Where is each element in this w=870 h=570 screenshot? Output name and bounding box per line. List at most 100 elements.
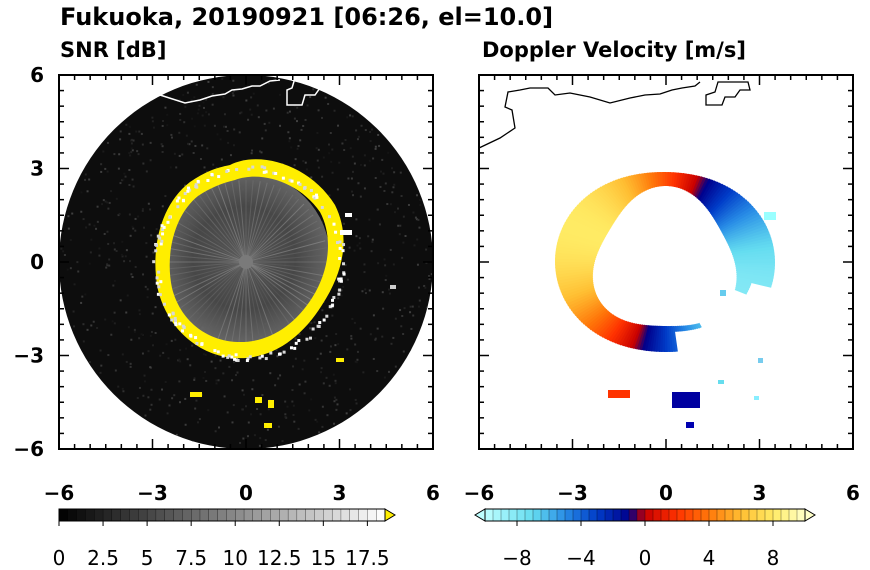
snr-speckle-dot: [63, 253, 66, 256]
doppler-ring-cell: [605, 182, 626, 209]
snr-speckle-dot: [81, 295, 84, 298]
doppler-ring-cell: [568, 292, 597, 309]
snr-ray: [182, 261, 247, 316]
snr-speckle-dot: [113, 279, 116, 282]
snr-speckle-dot: [399, 309, 402, 312]
snr-speckle-dot: [325, 376, 328, 379]
doppler-colorbar-bin: [548, 508, 558, 522]
snr-colorbar-bin: [94, 508, 104, 522]
snr-fringe-dot: [194, 336, 198, 340]
snr-fringe-dot: [225, 169, 229, 173]
snr-speckle-dot: [161, 205, 164, 208]
snr-speckle-dot: [261, 394, 264, 397]
snr-speckle-dot: [247, 118, 250, 121]
snr-speckle-dot: [90, 324, 93, 327]
snr-speckle-dot: [363, 164, 366, 167]
snr-speckle-dot: [232, 404, 235, 407]
snr-speckle-dot: [391, 191, 394, 194]
snr-fringe-dot: [157, 285, 161, 289]
doppler-colorbar-bin: [564, 508, 574, 522]
snr-fringe-dot: [233, 357, 237, 361]
snr-speckle-dot: [292, 404, 295, 407]
snr-fringe-dot: [167, 313, 171, 317]
snr-speckle-dot: [374, 145, 377, 148]
snr-ray: [174, 261, 247, 304]
doppler-colorbar-bin: [796, 508, 806, 522]
snr-speckle-dot: [372, 157, 375, 160]
snr-fringe-dot: [332, 296, 336, 300]
snr-colorbar-bin: [340, 508, 351, 522]
snr-fringe-dot: [318, 321, 322, 325]
doppler-ring-cell: [717, 201, 751, 227]
doppler-colorbar-extend-max: [804, 508, 816, 522]
snr-speckle-dot: [363, 187, 366, 190]
snr-speckle-dot: [284, 413, 287, 416]
doppler-ring-cell: [685, 325, 690, 331]
snr-fringe-dot: [251, 165, 255, 169]
snr-speckle-dot: [316, 357, 319, 360]
snr-speckle-dot: [188, 143, 191, 146]
snr-speckle-dot: [284, 416, 287, 419]
snr-speckle-dot: [92, 320, 95, 323]
snr-speckle-dot: [179, 360, 182, 363]
doppler-ring-cell: [566, 290, 597, 307]
doppler-ring-cell: [581, 198, 615, 225]
snr-speckle-dot: [363, 154, 366, 157]
snr-speckle-dot: [315, 147, 318, 150]
snr-speckle-dot: [340, 294, 343, 297]
snr-ray: [245, 261, 288, 334]
snr-xtick-label: −6: [44, 481, 75, 505]
snr-speckle-dot: [181, 153, 184, 156]
snr-speckle-dot: [425, 248, 428, 251]
doppler-colorbar-bin: [588, 508, 598, 522]
doppler-ring-cell: [586, 194, 617, 222]
snr-colorbar-bin: [226, 508, 236, 522]
snr-speckle-dot: [416, 194, 419, 197]
snr-speckle-dot: [184, 423, 187, 426]
snr-speckle-dot: [151, 312, 154, 315]
snr-speckle-dot: [390, 167, 393, 170]
doppler-ring-cell: [728, 234, 772, 248]
doppler-colorbar-bin: [748, 508, 758, 522]
snr-speckle-dot: [314, 337, 317, 340]
snr-fringe-dot: [339, 277, 343, 281]
snr-speckle-dot: [333, 109, 336, 112]
snr-speckle-dot: [147, 396, 150, 399]
snr-speckle-dot: [417, 286, 420, 289]
snr-speckle-dot: [401, 256, 404, 259]
snr-speckle-dot: [149, 408, 152, 411]
snr-speckle-dot: [400, 195, 403, 198]
snr-speckle-dot: [402, 215, 405, 218]
snr-plot-area: [59, 75, 433, 449]
snr-speckle-dot: [392, 186, 395, 189]
doppler-ring-cell: [575, 204, 612, 229]
doppler-ring-cell: [715, 197, 747, 224]
snr-speckle-dot: [242, 393, 245, 396]
snr-fringe-dot: [156, 234, 160, 238]
snr-speckle-dot: [131, 275, 134, 278]
snr-speckle-dot: [291, 400, 294, 403]
snr-ray: [245, 208, 310, 263]
snr-fringe-dot: [155, 276, 159, 280]
snr-speckle-dot: [264, 439, 267, 442]
snr-fringe-dot: [264, 170, 268, 174]
snr-speckle-dot: [364, 292, 367, 295]
snr-speckle-dot: [226, 411, 229, 414]
snr-colorbar-bin: [191, 508, 201, 522]
snr-fringe-dot: [245, 359, 249, 363]
snr-colorbar-tick-label: 5: [141, 546, 154, 570]
snr-colorbar-extend-max: [384, 508, 396, 522]
doppler-ring-cell: [579, 200, 614, 226]
snr-speckle-dot: [222, 372, 225, 375]
snr-speckle-dot: [342, 222, 345, 225]
snr-speckle-dot: [128, 132, 131, 135]
snr-speckle-dot: [137, 153, 140, 156]
snr-colorbar-bin: [358, 508, 368, 522]
snr-speckle-dot: [129, 365, 132, 368]
snr-speckle-dot: [294, 158, 297, 161]
doppler-ring-cell: [713, 193, 742, 220]
snr-speckle-dot: [183, 121, 186, 124]
snr-colorbar-bin: [76, 508, 86, 522]
snr-speckle-dot: [106, 263, 109, 266]
snr-speckle-dot: [205, 111, 208, 114]
